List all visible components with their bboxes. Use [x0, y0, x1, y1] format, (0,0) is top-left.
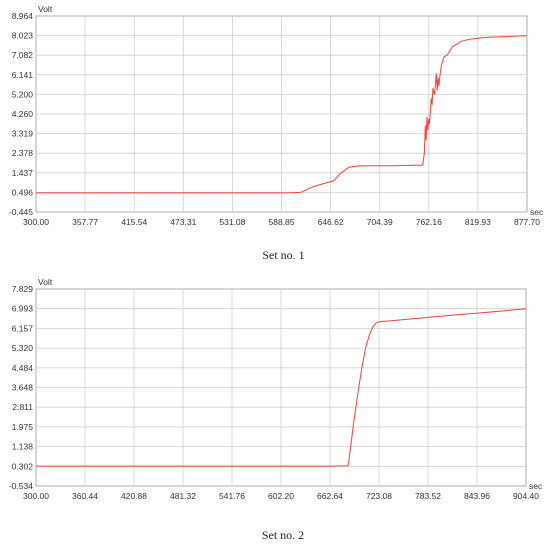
x-tick-label: 473.31	[170, 217, 196, 227]
chart-caption: Set no. 1	[262, 248, 304, 262]
x-tick-label: 357.77	[72, 217, 98, 227]
y-tick-label: 4.260	[12, 109, 34, 119]
series-line	[36, 35, 528, 194]
y-tick-label: 4.484	[12, 363, 34, 373]
x-tick-label: 819.93	[465, 217, 491, 227]
x-tick-label: 360.44	[72, 491, 98, 501]
x-tick-label: 762.16	[416, 217, 442, 227]
x-tick-label: 723.08	[366, 491, 392, 501]
y-tick-label: 8.964	[12, 11, 34, 21]
y-tick-label: -0.445	[9, 207, 33, 217]
y-tick-label: 2.378	[12, 148, 34, 158]
x-tick-label: 843.96	[464, 491, 490, 501]
y-tick-label: 0.496	[12, 187, 34, 197]
x-tick-label: 300.00	[23, 491, 49, 501]
chart-set-1: 300.00 357.77 415.54 473.31 531.08 588.85 646.…	[9, 4, 544, 262]
y-tick-label: 2.811	[12, 402, 33, 412]
x-tick-label: 300.00	[23, 217, 49, 227]
series-line	[36, 308, 527, 467]
x-tick-label: 662.64	[317, 491, 343, 501]
y-unit-label: Volt	[38, 277, 53, 287]
x-tick-label: 704.39	[367, 217, 393, 227]
y-tick-label: 0.302	[12, 461, 34, 471]
y-tick-label: 1.437	[12, 168, 34, 178]
y-tick-label: 1.138	[12, 442, 34, 452]
y-tick-label: 6.157	[12, 323, 34, 333]
x-tick-label: 646.62	[318, 217, 344, 227]
y-tick-label: 5.320	[12, 343, 34, 353]
x-tick-label: 877.70	[514, 217, 540, 227]
chart-set-2: 300.00 360.44 420.88 481.32 541.76 602.20 662.…	[9, 277, 543, 542]
x-unit-label: sec	[530, 207, 544, 217]
x-unit-label: sec	[529, 481, 543, 491]
y-unit-label: Volt	[38, 4, 53, 14]
y-tick-label: 7.829	[12, 284, 34, 294]
x-tick-label: 602.20	[268, 491, 294, 501]
x-tick-label: 531.08	[219, 217, 245, 227]
x-tick-label: 541.76	[219, 491, 245, 501]
y-tick-label: 6.993	[12, 304, 34, 314]
y-tick-label: -0.534	[9, 481, 33, 491]
x-tick-label: 783.52	[415, 491, 441, 501]
x-tick-label: 481.32	[170, 491, 196, 501]
x-tick-label: 904.40	[513, 491, 539, 501]
y-tick-label: 5.200	[12, 89, 34, 99]
y-tick-label: 3.648	[12, 383, 34, 393]
y-tick-label: 7.082	[12, 50, 34, 60]
x-tick-label: 588.85	[269, 217, 295, 227]
y-tick-label: 6.141	[12, 70, 34, 80]
y-tick-label: 8.023	[12, 31, 34, 41]
y-tick-label: 3.319	[12, 129, 34, 139]
x-tick-label: 415.54	[121, 217, 147, 227]
y-tick-label: 1.975	[12, 422, 34, 432]
x-tick-label: 420.88	[121, 491, 147, 501]
chart-caption: Set no. 2	[262, 528, 304, 542]
